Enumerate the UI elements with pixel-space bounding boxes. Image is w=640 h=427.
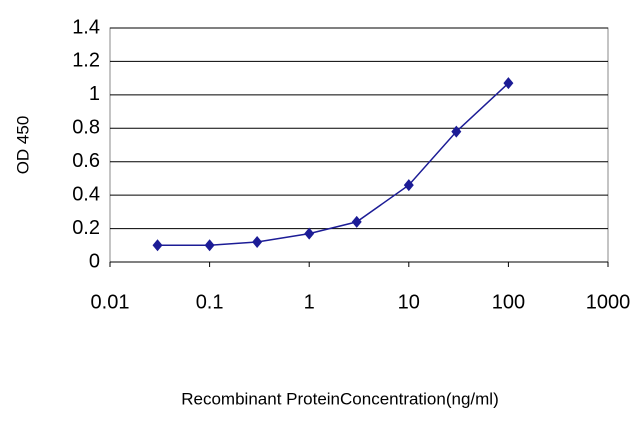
x-tick-label: 1000 (586, 291, 631, 313)
y-tick-label: 0.8 (72, 117, 100, 139)
data-point (403, 179, 414, 192)
x-tick-label: 10 (398, 291, 420, 313)
y-axis-title: OD 450 (13, 116, 32, 175)
y-tick-label: 0.2 (72, 217, 100, 239)
x-tick-label: 0.1 (196, 291, 224, 313)
y-tick-label: 1.2 (72, 50, 100, 72)
y-tick-label: 1.4 (72, 16, 100, 38)
x-axis-title: Recombinant ProteinConcentration(ng/ml) (181, 389, 499, 408)
data-point (503, 77, 514, 90)
data-point (252, 235, 263, 248)
data-point (351, 215, 362, 228)
series-line (157, 82, 509, 247)
data-point (152, 239, 163, 252)
x-tick-label: 0.01 (91, 291, 130, 313)
y-tick-label: 0 (89, 250, 100, 272)
data-point (204, 239, 215, 252)
data-point (304, 227, 315, 240)
y-tick-label: 0.6 (72, 150, 100, 172)
data-point (451, 125, 462, 138)
y-tick-label: 1 (89, 83, 100, 105)
plot-area (109, 27, 609, 263)
y-tick-label: 0.4 (72, 183, 100, 205)
x-tick-label: 100 (492, 291, 525, 313)
x-tick-label: 1 (304, 291, 315, 313)
